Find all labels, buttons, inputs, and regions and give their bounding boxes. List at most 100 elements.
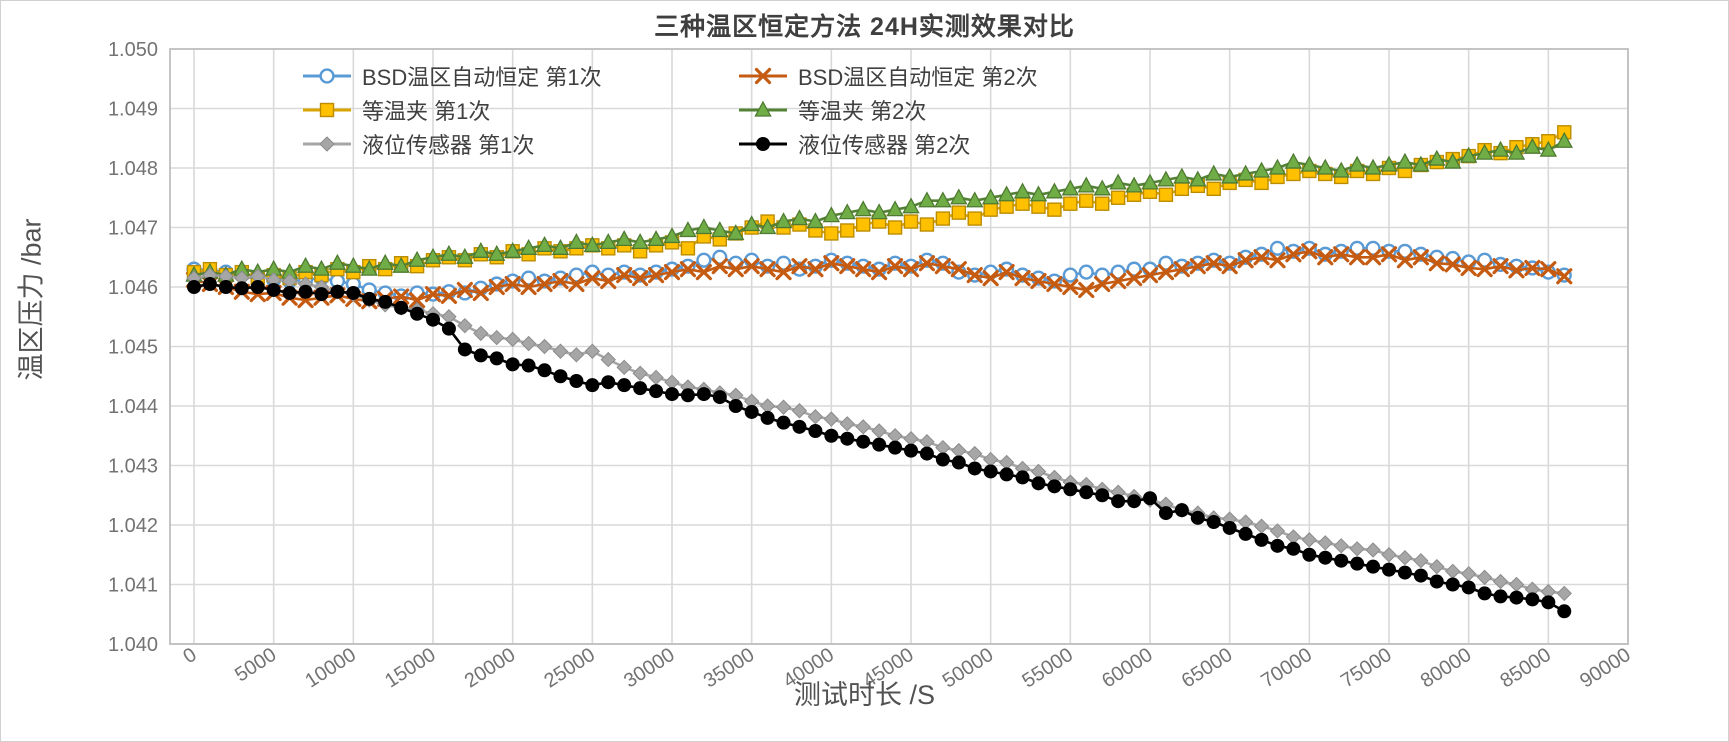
data-point-marker — [1302, 547, 1317, 562]
data-point-marker — [1349, 249, 1366, 266]
data-point-marker — [1557, 604, 1572, 619]
data-point-marker — [1476, 569, 1493, 586]
data-point-marker — [649, 384, 664, 399]
data-point-marker — [1476, 252, 1493, 268]
data-point-marker — [1157, 264, 1175, 281]
data-point-marker — [1459, 146, 1478, 163]
data-point-marker — [872, 437, 887, 452]
data-point-marker — [1189, 258, 1206, 275]
data-point-marker — [1254, 175, 1269, 191]
data-point-marker — [695, 264, 712, 281]
legend-label: BSD温区自动恒定 第2次 — [798, 65, 1038, 90]
data-point-marker — [1220, 167, 1239, 184]
data-point-marker — [489, 351, 504, 366]
data-point-marker — [1349, 541, 1365, 557]
data-point-marker — [756, 137, 770, 151]
data-point-marker — [536, 275, 553, 293]
data-point-marker — [998, 264, 1015, 281]
data-point-marker — [1301, 243, 1318, 260]
y-tick-label: 1.040 — [108, 634, 158, 656]
data-point-marker — [599, 233, 617, 250]
legend-item-isothermal-2[interactable]: 等温夹 第2次 — [737, 93, 1167, 127]
data-point-marker — [472, 284, 489, 302]
data-point-marker — [1413, 568, 1428, 583]
y-tick-label: 1.044 — [108, 396, 158, 418]
data-point-marker — [1493, 589, 1508, 604]
data-point-marker — [967, 461, 982, 476]
data-point-marker — [1189, 170, 1207, 187]
legend-item-isothermal-1[interactable]: 等温夹 第1次 — [301, 93, 731, 127]
data-point-marker — [1396, 252, 1414, 269]
legend-item-level-sensor-1[interactable]: 液位传感器 第1次 — [301, 127, 731, 161]
data-point-marker — [1428, 149, 1446, 166]
legend-item-bsd-2[interactable]: BSD温区自动恒定 第2次 — [737, 59, 1167, 93]
data-point-marker — [1253, 249, 1270, 266]
data-point-marker — [344, 256, 363, 273]
data-point-marker — [202, 277, 217, 292]
data-point-marker — [1174, 181, 1190, 197]
data-point-marker — [790, 209, 809, 226]
data-point-marker — [1507, 143, 1526, 160]
data-point-marker — [1492, 573, 1509, 590]
data-point-marker — [376, 253, 394, 270]
data-point-marker — [871, 264, 888, 281]
data-point-marker — [617, 378, 632, 393]
data-point-marker — [585, 378, 600, 393]
data-point-marker — [871, 423, 887, 439]
y-tick-label: 1.045 — [108, 337, 158, 359]
series-4 — [186, 267, 1572, 602]
legend-item-bsd-1[interactable]: BSD温区自动恒定 第1次 — [301, 59, 731, 93]
data-point-marker — [1333, 538, 1349, 554]
data-point-marker — [1508, 576, 1525, 593]
data-point-marker — [1030, 272, 1047, 290]
data-point-marker — [1269, 240, 1286, 256]
data-point-marker — [840, 223, 855, 238]
data-point-marker — [456, 247, 474, 264]
data-point-marker — [488, 244, 506, 261]
data-point-marker — [1476, 261, 1493, 278]
data-point-marker — [951, 455, 966, 470]
data-point-marker — [966, 191, 984, 208]
legend-item-level-sensor-2[interactable]: 液位传感器 第2次 — [737, 127, 1167, 161]
data-point-marker — [903, 214, 919, 229]
data-point-marker — [1014, 269, 1031, 287]
data-point-marker — [791, 403, 808, 419]
data-point-marker — [569, 374, 584, 389]
data-point-marker — [759, 261, 776, 278]
series-5 — [187, 277, 1572, 619]
data-point-marker — [743, 258, 760, 275]
data-point-marker — [824, 226, 839, 241]
data-point-marker — [440, 244, 458, 261]
data-point-marker — [1062, 278, 1079, 296]
data-point-marker — [520, 278, 537, 296]
data-point-marker — [473, 348, 488, 363]
data-point-marker — [568, 275, 585, 293]
legend-label: 等温夹 第2次 — [798, 99, 927, 124]
data-point-marker — [1380, 155, 1398, 172]
data-point-marker — [1477, 586, 1492, 601]
data-point-marker — [1222, 520, 1237, 535]
data-point-marker — [1509, 590, 1524, 605]
data-point-marker — [1174, 503, 1189, 518]
data-point-marker — [1444, 152, 1462, 169]
data-point-marker — [633, 381, 648, 396]
data-point-marker — [1397, 565, 1412, 580]
data-point-marker — [1556, 585, 1572, 602]
data-point-marker — [792, 419, 807, 434]
legend-marker-diamond-icon — [303, 136, 351, 152]
data-point-marker — [489, 329, 505, 346]
data-point-marker — [1429, 574, 1444, 589]
data-point-marker — [568, 347, 585, 363]
data-point-marker — [632, 365, 648, 381]
y-tick-label: 1.043 — [108, 456, 158, 478]
data-point-marker — [680, 388, 695, 403]
data-point-marker — [712, 390, 727, 405]
data-point-marker — [1110, 264, 1126, 280]
data-point-marker — [754, 100, 772, 117]
data-point-marker — [1460, 566, 1477, 582]
data-point-marker — [1110, 190, 1126, 205]
data-point-marker — [839, 416, 855, 432]
data-point-marker — [282, 285, 297, 300]
